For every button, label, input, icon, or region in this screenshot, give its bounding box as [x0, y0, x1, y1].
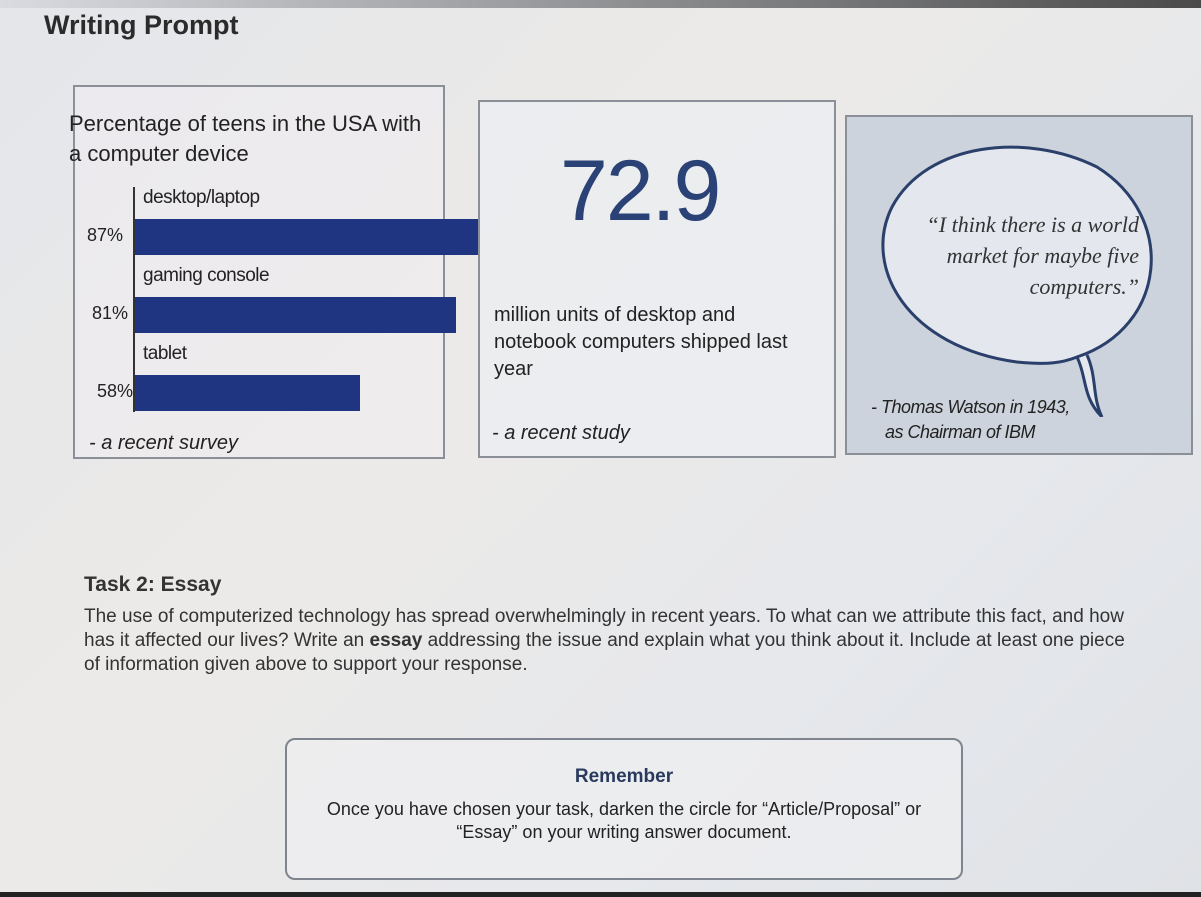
speech-bubble-icon — [881, 145, 1153, 417]
chart-title: Percentage of teens in the USA with a co… — [69, 111, 422, 166]
page-title: Writing Prompt — [44, 10, 239, 40]
screen-edge — [0, 0, 1201, 8]
survey-chart-panel: Percentage of teens in the USA with a co… — [69, 85, 480, 459]
quote-panel: “I think there is a world market for may… — [845, 115, 1193, 455]
bar-desktop-laptop — [135, 219, 480, 255]
bar-category-label: tablet — [143, 343, 187, 364]
remember-heading: Remember — [574, 766, 674, 787]
task-body: The use of computerized technology has s… — [84, 605, 1134, 677]
statistic-description: million units of desktop and notebook co… — [494, 304, 788, 380]
task-text: The use of computerized technology has s… — [84, 606, 1124, 651]
statistic-panel: 72.9 million units of desktop and notebo… — [478, 100, 836, 458]
task-text: addressing the issue and explain what yo… — [84, 630, 1125, 675]
statistic-source: - a recent study — [492, 422, 630, 444]
remember-text: Once you have chosen your task, darken t… — [326, 799, 922, 842]
task-heading: Task 2: Essay — [84, 573, 222, 596]
bar-value-label: 58% — [97, 381, 134, 401]
bar-category-label: desktop/laptop — [143, 187, 260, 208]
bar-gaming-console — [135, 297, 457, 333]
attribution-line: as Chairman of IBM — [885, 422, 1036, 442]
screen-edge — [0, 892, 1201, 897]
quote-text: “I think there is a world market for may… — [926, 212, 1139, 299]
bar-tablet — [135, 375, 361, 411]
task-bold: essay — [369, 630, 423, 651]
attribution-line: - Thomas Watson in 1943, — [871, 397, 1070, 417]
task-section: Task 2: Essay The use of computerized te… — [84, 573, 1134, 677]
bar-value-label: 87% — [87, 225, 124, 245]
bar-value-label: 81% — [92, 303, 129, 323]
bar-category-label: gaming console — [143, 265, 270, 286]
survey-source: - a recent survey — [89, 432, 238, 454]
statistic-number: 72.9 — [560, 143, 721, 239]
remember-box: Remember Once you have chosen your task,… — [285, 738, 963, 880]
chart-axis — [133, 187, 135, 412]
quote-attribution: - Thomas Watson in 1943, as Chairman of … — [871, 395, 1070, 445]
